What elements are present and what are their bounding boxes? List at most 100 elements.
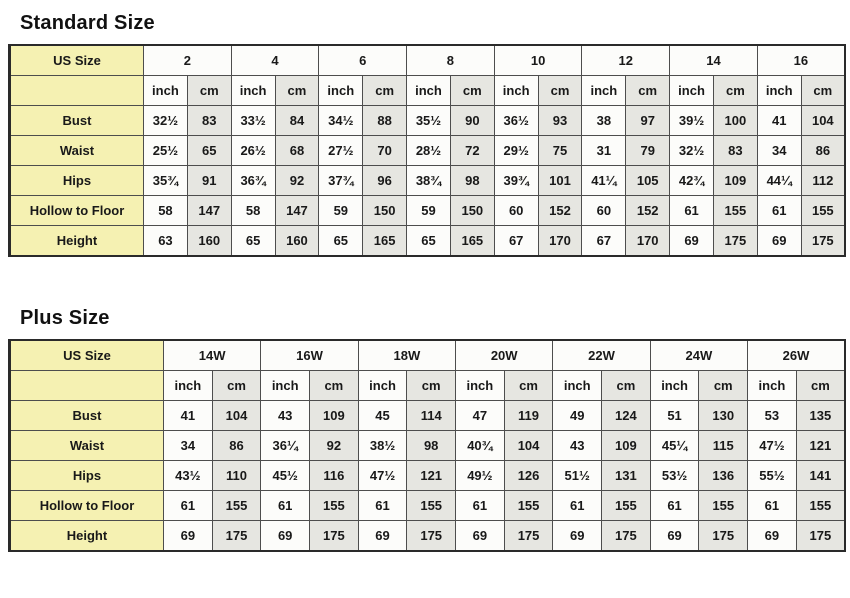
value-cell: 175 (800, 225, 846, 257)
value-cell: 60 (581, 195, 627, 226)
value-cell: 160 (186, 225, 232, 257)
value-cell: 45¼ (649, 430, 700, 461)
table-row: Hollow to Floor 61 155 61 155 61 155 61 155 61 155… (9, 490, 846, 521)
value-cell: 65 (318, 225, 364, 257)
value-cell: 70 (362, 135, 408, 166)
row-label-cell: Bust (9, 400, 164, 431)
unit-inch-header: inch (260, 370, 311, 401)
unit-cm-header: cm (211, 370, 262, 401)
value-cell: 155 (712, 195, 758, 226)
value-cell: 67 (493, 225, 539, 257)
value-cell: 109 (309, 400, 359, 431)
unit-inch-header: inch (747, 370, 797, 401)
value-cell: 98 (406, 430, 457, 461)
value-cell: 33½ (230, 105, 276, 136)
size-header-cell: 26W (747, 339, 846, 371)
value-cell: 86 (211, 430, 262, 461)
value-cell: 86 (800, 135, 846, 166)
value-cell: 28½ (406, 135, 451, 166)
value-cell: 175 (795, 520, 846, 552)
value-cell: 41 (756, 105, 802, 136)
unit-inch-header: inch (230, 75, 276, 106)
value-cell: 61 (163, 490, 213, 521)
unit-inch-header: inch (756, 75, 802, 106)
value-cell: 65 (230, 225, 276, 257)
size-chart-page: Standard Size US Size 2 4 6 8 10 12 14 16 inch cm i… (0, 12, 850, 552)
value-cell: 35½ (406, 105, 451, 136)
value-cell: 135 (795, 400, 846, 431)
value-cell: 58 (143, 195, 188, 226)
value-cell: 136 (698, 460, 749, 491)
table-row: Waist 34 86 36¼ 92 38½ 98 40¾ 104 43 109 45¼ 115 47½ 1… (9, 430, 846, 461)
value-cell: 100 (712, 105, 758, 136)
value-cell: 38 (581, 105, 627, 136)
unit-inch-header: inch (493, 75, 539, 106)
value-cell: 68 (274, 135, 320, 166)
value-cell: 29½ (493, 135, 539, 166)
table-row: Hollow to Floor 58 147 58 147 59 150 59 150 60 152… (9, 195, 846, 226)
value-cell: 53 (747, 400, 797, 431)
unit-cm-header: cm (503, 370, 554, 401)
value-cell: 41 (163, 400, 213, 431)
value-cell: 43 (260, 400, 311, 431)
value-cell: 36¾ (230, 165, 276, 196)
value-cell: 61 (455, 490, 505, 521)
value-cell: 75 (537, 135, 583, 166)
value-cell: 58 (230, 195, 276, 226)
unit-inch-header: inch (552, 370, 603, 401)
table-row: Waist 25½ 65 26½ 68 27½ 70 28½ 72 29½ 75 31 79 32½ 83 3… (9, 135, 846, 166)
value-cell: 175 (211, 520, 262, 552)
value-cell: 34 (756, 135, 802, 166)
value-cell: 60 (493, 195, 539, 226)
plus-size-section: Plus Size US Size 14W 16W 18W 20W 22W 24W 26W in… (0, 307, 850, 552)
value-cell: 61 (357, 490, 408, 521)
unit-inch-header: inch (581, 75, 627, 106)
row-label-cell: Waist (9, 135, 144, 166)
size-header-cell: 24W (649, 339, 749, 371)
value-cell: 112 (800, 165, 846, 196)
value-cell: 152 (537, 195, 583, 226)
value-cell: 69 (747, 520, 797, 552)
value-cell: 61 (552, 490, 603, 521)
value-cell: 39¾ (493, 165, 539, 196)
us-size-corner-label: US Size (9, 339, 164, 371)
size-header-cell: 12 (581, 44, 671, 76)
value-cell: 65 (186, 135, 232, 166)
table-row: Height 69 175 69 175 69 175 69 175 69 175 69 175 69 17… (9, 520, 846, 552)
row-label-cell: Hollow to Floor (9, 195, 144, 226)
value-cell: 63 (143, 225, 188, 257)
value-cell: 155 (211, 490, 262, 521)
value-cell: 83 (186, 105, 232, 136)
us-size-corner-label: US Size (9, 44, 144, 76)
value-cell: 69 (669, 225, 714, 257)
value-cell: 53½ (649, 460, 700, 491)
unit-cm-header: cm (601, 370, 651, 401)
unit-cm-header: cm (625, 75, 671, 106)
size-header-cell: 4 (230, 44, 320, 76)
value-cell: 38¾ (406, 165, 451, 196)
value-cell: 104 (211, 400, 262, 431)
value-cell: 32½ (669, 135, 714, 166)
value-cell: 160 (274, 225, 320, 257)
row-label-cell: Height (9, 520, 164, 552)
value-cell: 93 (537, 105, 583, 136)
value-cell: 101 (537, 165, 583, 196)
value-cell: 109 (712, 165, 758, 196)
empty-corner-cell (9, 370, 164, 401)
plus-size-title: Plus Size (20, 307, 110, 329)
table-row: Height 63 160 65 160 65 165 65 165 67 170 67 170 69 17… (9, 225, 846, 257)
table-row: Hips 43½ 110 45½ 116 47½ 121 49½ 126 51½ 131 53½ 136… (9, 460, 846, 491)
value-cell: 40¾ (455, 430, 505, 461)
value-cell: 32½ (143, 105, 188, 136)
value-cell: 165 (362, 225, 408, 257)
value-cell: 67 (581, 225, 627, 257)
value-cell: 61 (260, 490, 311, 521)
value-cell: 170 (625, 225, 671, 257)
value-cell: 165 (449, 225, 495, 257)
value-cell: 51½ (552, 460, 603, 491)
value-cell: 61 (756, 195, 802, 226)
table-row: Bust 32½ 83 33½ 84 34½ 88 35½ 90 36½ 93 38 97 39½ 100 4… (9, 105, 846, 136)
value-cell: 175 (601, 520, 651, 552)
value-cell: 110 (211, 460, 262, 491)
size-header-cell: 16W (260, 339, 359, 371)
